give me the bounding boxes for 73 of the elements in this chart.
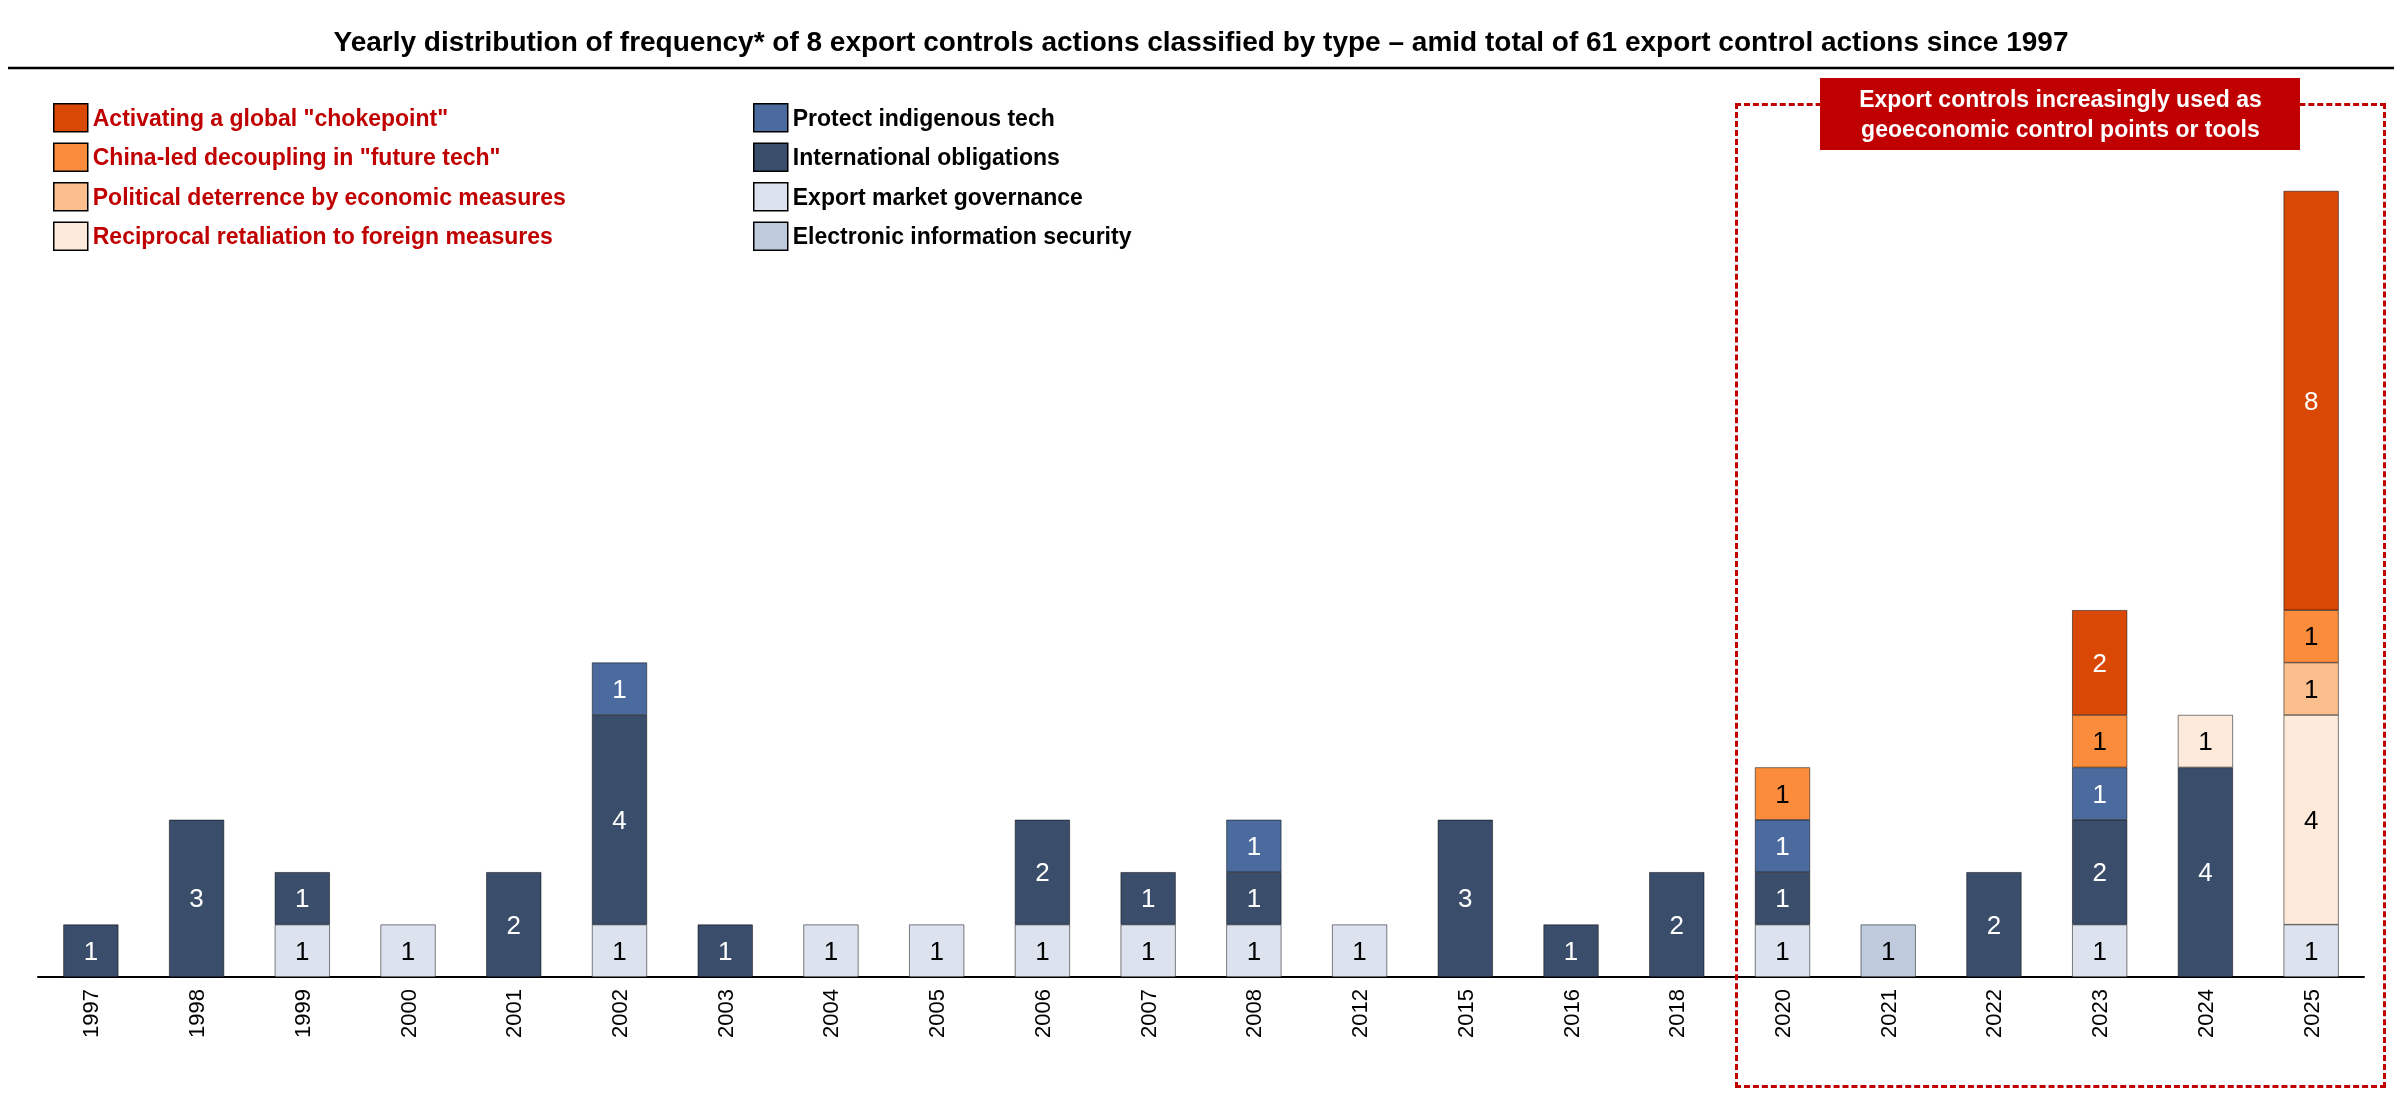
x-tick-label: 2016 [1558, 989, 1584, 1038]
x-tick-label: 1998 [184, 989, 210, 1038]
data-label: 1 [2303, 673, 2319, 704]
data-label: 1 [2303, 935, 2319, 966]
x-tick-label: 2003 [712, 989, 738, 1038]
data-label: 4 [2198, 857, 2213, 888]
data-label: 1 [1563, 935, 1579, 966]
data-label: 1 [1246, 831, 1262, 861]
data-label: 1 [83, 935, 99, 966]
x-tick-label: 2022 [1981, 989, 2007, 1038]
data-label: 4 [612, 804, 627, 835]
legend-label: China-led decoupling in "future tech" [92, 144, 501, 171]
data-label: 1 [1246, 935, 1262, 966]
data-label: 2 [1669, 909, 1685, 940]
data-label: 1 [717, 935, 733, 966]
x-tick-label: 2025 [2298, 989, 2324, 1038]
data-label: 2 [1035, 857, 1050, 888]
data-label: 3 [1458, 883, 1473, 914]
data-label: 1 [2092, 778, 2107, 809]
data-label: 1 [1775, 935, 1790, 966]
legend-label: Electronic information security [792, 223, 1132, 250]
data-label: 8 [2303, 385, 2319, 416]
data-label: 1 [1035, 935, 1050, 966]
legend-label: Political deterrence by economic measures [92, 183, 566, 210]
x-tick-label: 2020 [1770, 989, 1795, 1038]
data-label: 1 [2303, 621, 2319, 652]
data-label: 1 [929, 935, 944, 966]
data-label: 1 [2092, 726, 2107, 757]
legend-label: Activating a global "chokepoint" [92, 104, 449, 131]
data-label: 2 [506, 909, 522, 940]
x-tick-label: 2015 [1452, 989, 1478, 1038]
x-tick-label: 2012 [1347, 989, 1373, 1038]
legend-label: International obligations [792, 144, 1060, 171]
x-tick-label: 2004 [818, 989, 844, 1038]
data-label: 1 [1246, 883, 1262, 914]
data-label: 1 [1140, 883, 1156, 914]
x-tick-label: 2021 [1875, 989, 1901, 1038]
data-label: 3 [189, 883, 204, 914]
data-label: 1 [1775, 778, 1790, 809]
x-tick-label: 2024 [2192, 989, 2218, 1038]
x-tick-label: 2002 [607, 989, 632, 1038]
data-label: 1 [823, 935, 839, 966]
data-label: 1 [2092, 935, 2107, 966]
x-tick-label: 2008 [1241, 989, 1267, 1038]
x-tick-label: 2006 [1029, 989, 1055, 1038]
data-label: 1 [612, 935, 627, 966]
data-label: 2 [2092, 647, 2107, 678]
x-tick-label: 2007 [1135, 989, 1161, 1038]
x-tick-label: 2018 [1664, 989, 1690, 1038]
x-tick-label: 1997 [78, 989, 104, 1038]
data-label: 1 [1775, 883, 1790, 914]
data-label: 1 [1140, 935, 1156, 966]
data-label: 4 [2303, 804, 2319, 835]
x-tick-label: 2023 [2087, 989, 2113, 1038]
data-label: 1 [1352, 935, 1367, 966]
x-tick-label: 2001 [501, 989, 527, 1038]
data-label: 1 [400, 935, 416, 966]
data-label: 1 [1880, 935, 1896, 966]
data-label: 1 [1775, 831, 1790, 861]
x-tick-label: 2000 [395, 989, 421, 1038]
data-label: 1 [2198, 726, 2213, 757]
data-label: 1 [295, 883, 310, 914]
text: Export controls increasingly used as geoeconomic control points or tools [1820, 78, 2301, 150]
legend-label: Export market governance [792, 183, 1083, 210]
data-label: 1 [295, 935, 310, 966]
data-label: 2 [1986, 909, 2002, 940]
data-label: 1 [612, 673, 627, 704]
x-tick-label: 2005 [924, 989, 950, 1038]
x-tick-label: 1999 [289, 989, 315, 1038]
chart-title: Yearly distribution of frequency* of 8 export controls actions classified by type – amid total of 61 export control actions since 1997 [333, 25, 2069, 57]
legend-label: Protect indigenous tech [792, 104, 1055, 131]
data-label: 2 [2092, 857, 2107, 888]
legend-label: Reciprocal retaliation to foreign measures [92, 223, 553, 250]
